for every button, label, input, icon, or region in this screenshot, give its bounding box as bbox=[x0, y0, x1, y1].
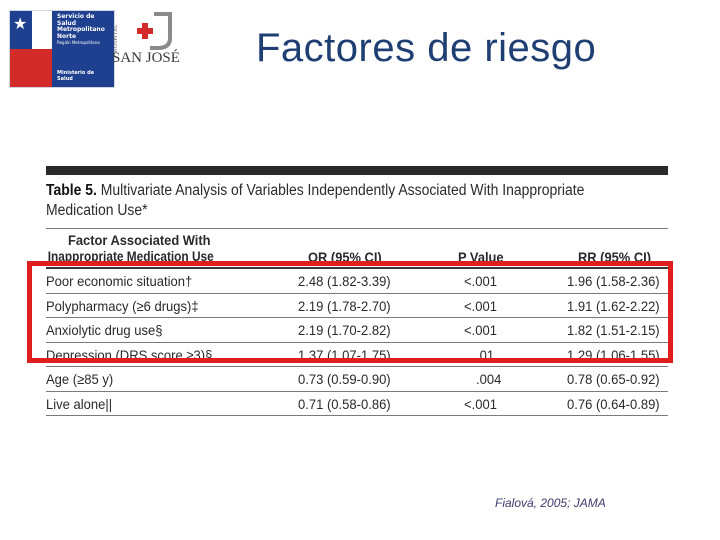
source-citation: Fialová, 2005; JAMA bbox=[495, 496, 606, 510]
ssmn-line1: Servicio de bbox=[57, 13, 95, 20]
table-top-bar bbox=[46, 166, 668, 175]
cell-rr: 1.82 (1.51-2.15) bbox=[567, 322, 660, 338]
cell-p: <.001 bbox=[464, 297, 497, 314]
table-caption-line2: Medication Use* bbox=[46, 202, 148, 219]
ssmn-logo-text: Servicio de Salud Metropolitano Norte Re… bbox=[52, 11, 114, 87]
table-row: Age (≥85 y) 0.73 (0.59-0.90) .004 0.78 (… bbox=[46, 367, 668, 392]
cell-rr: 1.96 (1.58-2.36) bbox=[567, 273, 660, 289]
cell-factor: Age (≥85 y) bbox=[46, 371, 114, 387]
header-factor-line2: Inappropriate Medication Use bbox=[47, 248, 214, 264]
ssmn-line4: Norte bbox=[57, 32, 77, 40]
cell-or: 2.19 (1.70-2.82) bbox=[298, 322, 391, 338]
ssmn-line3: Metropolitano bbox=[57, 26, 105, 33]
table-row: Anxiolytic drug use§ 2.19 (1.70-2.82) <.… bbox=[46, 318, 668, 343]
highlight-box bbox=[27, 261, 673, 363]
ssmn-logo: ★ Servicio de Salud Metropolitano Norte … bbox=[9, 10, 115, 88]
ssmn-region: Región Metropolitana bbox=[57, 40, 100, 45]
hospital-san-jose-logo: HOSPITAL SAN JOSÉ bbox=[112, 12, 194, 70]
ssmn-ministry2: Salud bbox=[57, 76, 73, 82]
cell-factor: Anxiolytic drug use§ bbox=[46, 322, 163, 338]
cell-rr: 0.76 (0.64-0.89) bbox=[567, 395, 660, 412]
table-caption-label: Table 5. bbox=[46, 182, 97, 199]
cell-p: <.001 bbox=[464, 273, 497, 289]
cell-p: .004 bbox=[476, 371, 502, 387]
cell-p: <.001 bbox=[464, 395, 497, 412]
cell-or: 2.19 (1.78-2.70) bbox=[298, 297, 391, 314]
cell-rr: 0.78 (0.65-0.92) bbox=[567, 371, 660, 387]
cell-or: 2.48 (1.82-3.39) bbox=[298, 273, 391, 289]
cell-factor: Live alone|| bbox=[46, 395, 113, 412]
table-caption-text: Multivariate Analysis of Variables Indep… bbox=[100, 182, 585, 199]
cell-rr: 1.91 (1.62-2.22) bbox=[567, 297, 660, 314]
table-row: Polypharmacy (≥6 drugs)‡ 2.19 (1.78-2.70… bbox=[46, 294, 668, 318]
hospital-cross-icon bbox=[137, 12, 172, 50]
cell-or: 0.73 (0.59-0.90) bbox=[298, 371, 391, 387]
cell-factor: Polypharmacy (≥6 drugs)‡ bbox=[46, 297, 199, 314]
table-row: Poor economic situation† 2.48 (1.82-3.39… bbox=[46, 269, 668, 294]
ssmn-ministry1: Ministerio de bbox=[57, 70, 95, 76]
ssmn-line2: Salud bbox=[57, 19, 76, 27]
table-caption: Table 5. Multivariate Analysis of Variab… bbox=[46, 181, 606, 201]
cell-factor: Poor economic situation† bbox=[46, 273, 193, 289]
table-row: Live alone|| 0.71 (0.58-0.86) <.001 0.76… bbox=[46, 392, 668, 416]
divider bbox=[46, 267, 668, 269]
cell-or: 0.71 (0.58-0.86) bbox=[298, 395, 391, 412]
cell-p: <.001 bbox=[464, 322, 497, 338]
hospital-label: HOSPITAL bbox=[114, 24, 119, 52]
hospital-name: SAN JOSÉ bbox=[112, 50, 180, 66]
chile-flag-icon: ★ bbox=[10, 11, 52, 87]
slide-title: Factores de riesgo bbox=[256, 26, 597, 70]
header-factor: Factor Associated With Inappropriate Med… bbox=[48, 232, 248, 264]
divider bbox=[46, 228, 668, 229]
header-factor-line1: Factor Associated With bbox=[68, 232, 211, 248]
star-icon: ★ bbox=[13, 16, 28, 33]
